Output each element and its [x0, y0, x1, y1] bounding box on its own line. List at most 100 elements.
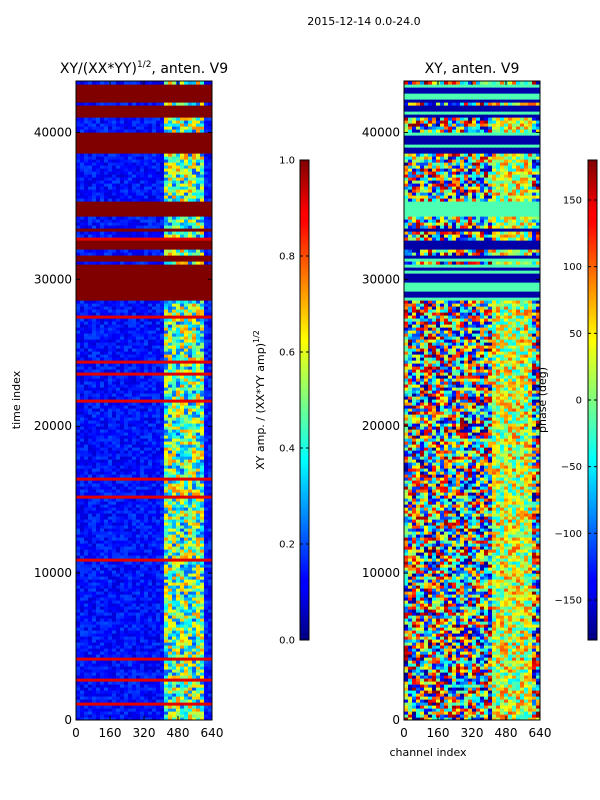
amp-heatmap-cell	[140, 324, 145, 328]
amp-heatmap-cell	[152, 633, 157, 637]
amp-heatmap-cell	[200, 339, 205, 343]
amp-heatmap-cell	[156, 534, 161, 538]
amp-heatmap-cell	[172, 699, 177, 703]
amp-heatmap-cell	[152, 366, 157, 370]
amp-heatmap-cell	[104, 378, 109, 382]
amp-heatmap-cell	[124, 645, 129, 649]
amp-heatmap-cell	[108, 591, 113, 595]
amp-heatmap-cell	[148, 453, 153, 457]
amp-heatmap-cell	[120, 558, 125, 562]
amp-heatmap-cell	[136, 702, 141, 706]
amp-heatmap-cell	[156, 393, 161, 397]
amp-heatmap-cell	[208, 360, 212, 364]
amp-heatmap-cell	[128, 348, 133, 352]
amp-heatmap-cell	[184, 468, 189, 472]
amp-heatmap-cell	[108, 639, 113, 643]
amp-heatmap-cell	[172, 294, 177, 298]
amp-heatmap-cell	[100, 366, 105, 370]
amp-heatmap-cell	[108, 504, 113, 508]
amp-heatmap-cell	[88, 369, 93, 373]
amp-heatmap-cell	[164, 570, 169, 574]
amp-heatmap-cell	[152, 357, 157, 361]
amp-heatmap-cell	[152, 573, 157, 577]
amp-heatmap-cell	[180, 678, 185, 682]
amp-heatmap-cell	[140, 609, 145, 613]
amp-heatmap-cell	[204, 531, 209, 535]
amp-heatmap-cell	[136, 285, 141, 289]
amp-heatmap-cell	[184, 345, 189, 349]
amp-heatmap-cell	[148, 420, 153, 424]
amp-heatmap-cell	[172, 504, 177, 508]
amp-heatmap-cell	[120, 441, 125, 445]
amp-heatmap-cell	[136, 636, 141, 640]
amp-heatmap-cell	[124, 561, 129, 565]
amp-heatmap-cell	[180, 603, 185, 607]
amp-heatmap-cell	[136, 330, 141, 334]
amp-heatmap-cell	[144, 582, 149, 586]
amp-heatmap-cell	[84, 603, 89, 607]
amp-heatmap-cell	[124, 327, 129, 331]
amp-heatmap-cell	[140, 612, 145, 616]
amp-heatmap-cell	[136, 288, 141, 292]
amp-heatmap-cell	[192, 408, 197, 412]
amp-heatmap-cell	[188, 480, 193, 484]
amp-heatmap-cell	[184, 423, 189, 427]
amp-heatmap-cell	[136, 282, 141, 286]
amp-heatmap-cell	[200, 309, 205, 313]
amp-heatmap-cell	[180, 552, 185, 556]
amp-heatmap-cell	[164, 381, 169, 385]
amp-heatmap-cell	[172, 486, 177, 490]
amp-heatmap-cell	[164, 423, 169, 427]
amp-heatmap-cell	[204, 525, 209, 529]
amp-heatmap-cell	[84, 582, 89, 586]
amp-heatmap-cell	[176, 426, 181, 430]
amp-heatmap-cell	[140, 555, 145, 559]
amp-heatmap-cell	[156, 567, 161, 571]
amp-heatmap-cell	[88, 678, 93, 682]
amp-heatmap-cell	[136, 537, 141, 541]
amp-heatmap-cell	[200, 624, 205, 628]
amp-heatmap-cell	[208, 363, 212, 367]
amp-heatmap-cell	[88, 321, 93, 325]
amp-heatmap-cell	[164, 480, 169, 484]
amp-heatmap-cell	[120, 621, 125, 625]
amp-heatmap-cell	[172, 708, 177, 712]
amp-heatmap-cell	[116, 300, 121, 304]
amp-heatmap-cell	[84, 438, 89, 442]
amp-heatmap-cell	[128, 333, 133, 337]
amp-heatmap-cell	[116, 621, 121, 625]
amp-heatmap-cell	[132, 708, 137, 712]
amp-heatmap-cell	[148, 372, 153, 376]
amp-heatmap-cell	[156, 597, 161, 601]
amp-heatmap-cell	[136, 507, 141, 511]
amp-heatmap-cell	[200, 627, 205, 631]
amp-heatmap-cell	[92, 594, 97, 598]
amp-heatmap-cell	[148, 468, 153, 472]
amp-heatmap-cell	[192, 447, 197, 451]
amp-heatmap-cell	[208, 660, 212, 664]
amp-heatmap-cell	[172, 495, 177, 499]
amp-heatmap-cell	[164, 609, 169, 613]
amp-heatmap-cell	[132, 519, 137, 523]
amp-heatmap-cell	[100, 486, 105, 490]
amp-heatmap-cell	[192, 294, 197, 298]
amp-heatmap-cell	[180, 375, 185, 379]
amp-heatmap-cell	[128, 690, 133, 694]
amp-heatmap-cell	[208, 294, 212, 298]
amp-heatmap-cell	[184, 429, 189, 433]
amp-heatmap-cell	[104, 585, 109, 589]
amp-heatmap-cell	[80, 684, 85, 688]
amp-heatmap-cell	[120, 585, 125, 589]
amp-heatmap-cell	[200, 699, 205, 703]
amp-heatmap-cell	[168, 498, 173, 502]
amp-heatmap-cell	[164, 612, 169, 616]
amp-heatmap-cell	[128, 522, 133, 526]
amp-heatmap-cell	[184, 330, 189, 334]
amp-heatmap-cell	[120, 309, 125, 313]
amp-heatmap-cell	[92, 456, 97, 460]
amp-heatmap-cell	[188, 312, 193, 316]
amp-heatmap-cell	[88, 486, 93, 490]
amp-heatmap-cell	[152, 603, 157, 607]
amp-heatmap-cell	[144, 621, 149, 625]
amp-heatmap-cell	[116, 576, 121, 580]
